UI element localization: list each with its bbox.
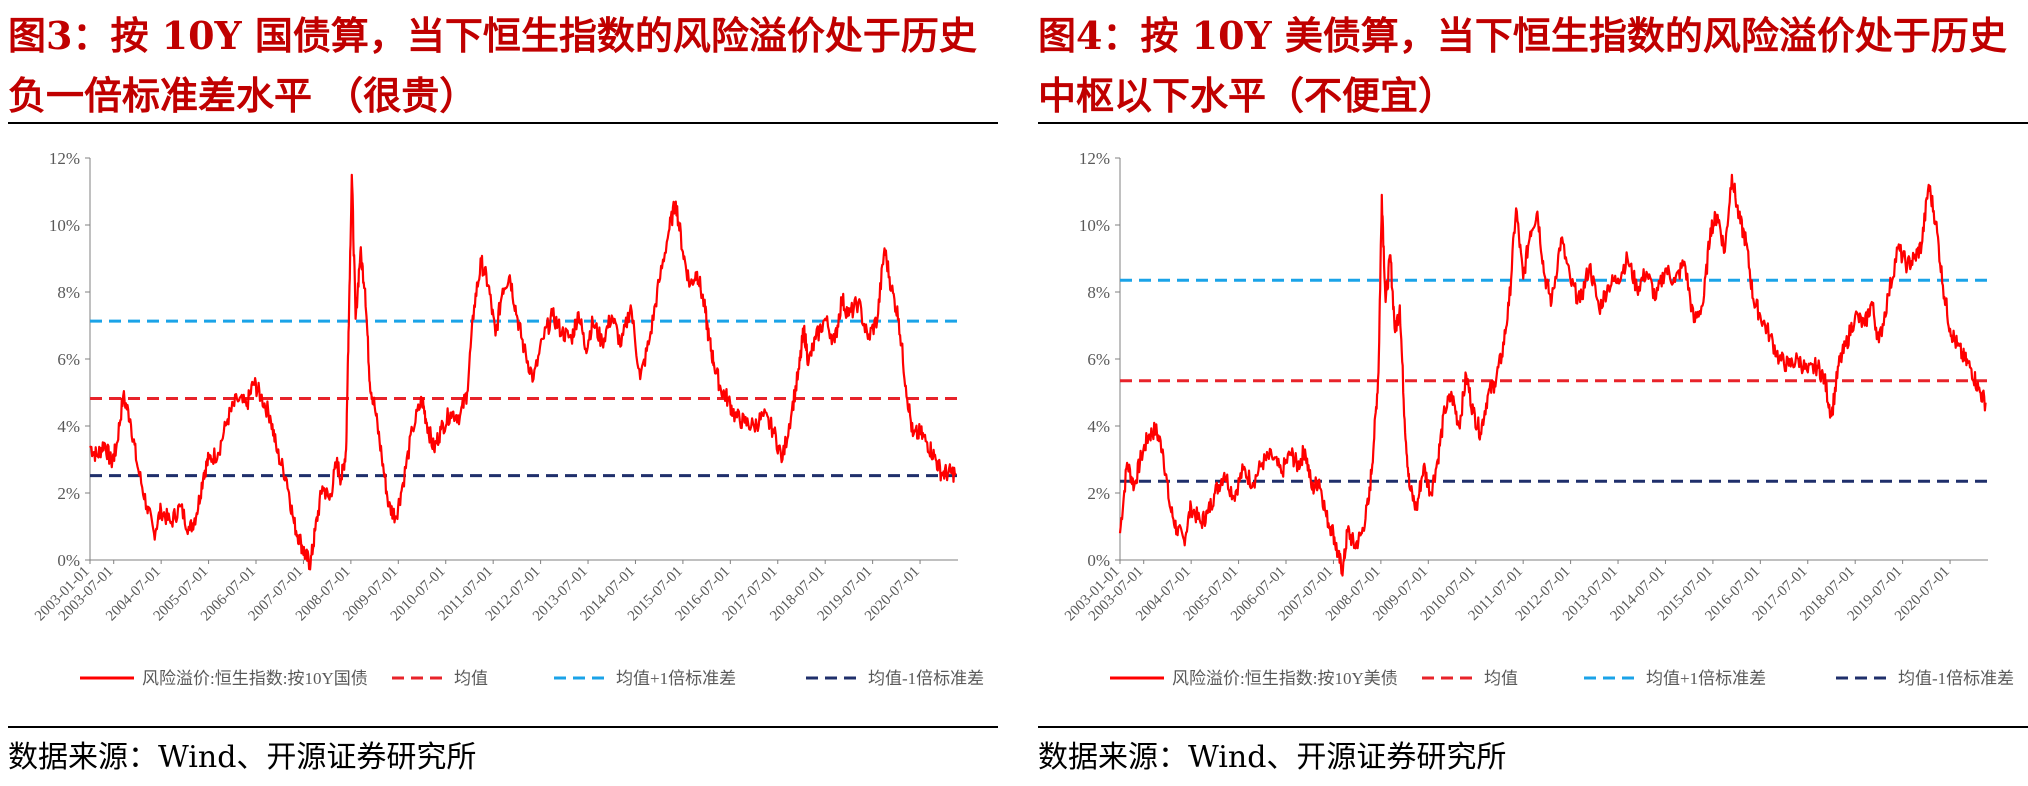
y-tick-label: 8% xyxy=(1087,283,1110,302)
figure-4-panel: 图4：按 10Y 美债算，当下恒生指数的风险溢价处于历史中枢以下水平（不便宜） … xyxy=(1038,0,2028,786)
legend-label: 均值 xyxy=(1484,669,1518,688)
source-rule xyxy=(1038,726,2028,728)
figure-3-panel: 图3：按 10Y 国债算，当下恒生指数的风险溢价处于历史负一倍标准差水平 （很贵… xyxy=(8,0,998,786)
y-tick-label: 10% xyxy=(1079,216,1110,235)
title-rule xyxy=(1038,122,2028,124)
risk-premium-chart-10y-cgb: 0%2%4%6%8%10%12%2003-01-012003-07-012004… xyxy=(32,149,984,688)
legend-label: 均值-1倍标准差 xyxy=(1898,669,2014,688)
legend-label: 均值 xyxy=(454,669,488,688)
data-source-note: 数据来源：Wind、开源证券研究所 xyxy=(8,740,477,775)
y-tick-label: 12% xyxy=(49,149,80,168)
y-tick-label: 4% xyxy=(1087,417,1110,436)
legend-label: 风险溢价:恒生指数:按10Y美债 xyxy=(1172,669,1398,688)
y-tick-label: 0% xyxy=(57,551,80,570)
figure-title: 图3：按 10Y 国债算，当下恒生指数的风险溢价处于历史负一倍标准差水平 （很贵… xyxy=(8,13,977,118)
y-tick-label: 6% xyxy=(57,350,80,369)
y-tick-label: 0% xyxy=(1087,551,1110,570)
y-tick-label: 12% xyxy=(1079,149,1110,168)
y-tick-label: 10% xyxy=(49,216,80,235)
y-tick-label: 6% xyxy=(1087,350,1110,369)
risk-premium-chart-10y-ust: 0%2%4%6%8%10%12%2003-01-012003-07-012004… xyxy=(1062,149,2014,688)
legend-label: 风险溢价:恒生指数:按10Y国债 xyxy=(142,669,368,688)
y-tick-label: 4% xyxy=(57,417,80,436)
y-tick-label: 2% xyxy=(57,484,80,503)
risk-premium-series-line xyxy=(89,173,957,571)
source-rule xyxy=(8,726,998,728)
legend-label: 均值+1倍标准差 xyxy=(616,669,736,688)
y-tick-label: 2% xyxy=(1087,484,1110,503)
risk-premium-series-line xyxy=(1118,173,1987,577)
title-rule xyxy=(8,122,998,124)
y-tick-label: 8% xyxy=(57,283,80,302)
figure-title: 图4：按 10Y 美债算，当下恒生指数的风险溢价处于历史中枢以下水平（不便宜） xyxy=(1038,13,2007,118)
legend-label: 均值+1倍标准差 xyxy=(1646,669,1766,688)
legend-label: 均值-1倍标准差 xyxy=(868,669,984,688)
data-source-note: 数据来源：Wind、开源证券研究所 xyxy=(1038,740,1507,775)
